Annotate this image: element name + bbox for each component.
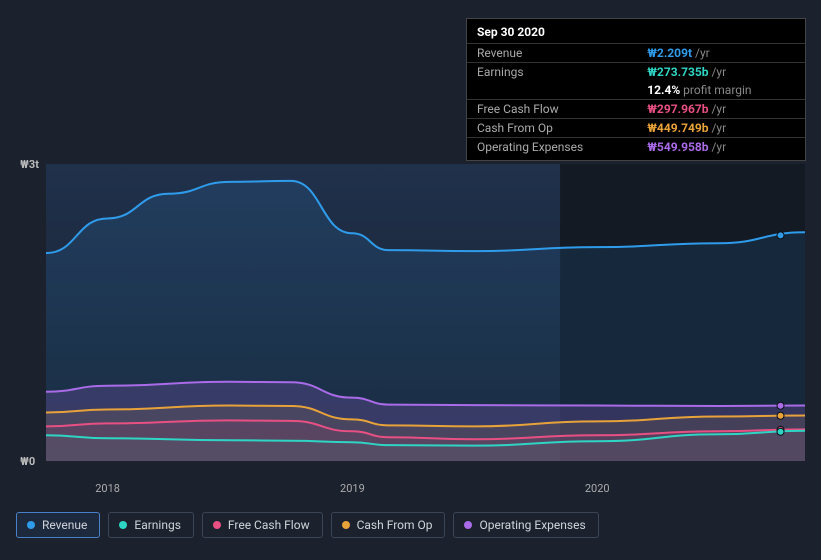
legend-swatch	[342, 521, 350, 529]
legend-item[interactable]: Operating Expenses	[453, 512, 598, 538]
legend-label: Free Cash Flow	[228, 518, 310, 532]
tooltip-row-value: ₩2.209t /yr	[637, 44, 805, 63]
financials-chart[interactable]: ₩3t ₩0	[16, 150, 805, 490]
chart-legend: Revenue Earnings Free Cash Flow Cash From O…	[16, 512, 599, 538]
chart-plot	[16, 150, 805, 475]
tooltip-subrow: 12.4% profit margin	[467, 81, 805, 100]
tooltip-row: Earnings₩273.735b /yr	[467, 63, 805, 82]
marker-dot	[777, 428, 784, 435]
x-axis: 2018 2019 2020	[16, 482, 805, 502]
legend-item[interactable]: Free Cash Flow	[202, 512, 323, 538]
tooltip-row-value: ₩297.967b /yr	[637, 100, 805, 119]
tooltip-table: Revenue₩2.209t /yrEarnings₩273.735b /yr1…	[467, 43, 805, 156]
data-tooltip: Sep 30 2020 Revenue₩2.209t /yrEarnings₩2…	[466, 18, 806, 161]
tooltip-row-label: Operating Expenses	[467, 138, 637, 157]
y-axis-label-top: ₩3t	[20, 158, 39, 171]
tooltip-row: Operating Expenses₩549.958b /yr	[467, 138, 805, 157]
tooltip-row-label: Revenue	[467, 44, 637, 63]
legend-label: Operating Expenses	[479, 518, 585, 532]
tooltip-row: Free Cash Flow₩297.967b /yr	[467, 100, 805, 119]
tooltip-row-value: ₩273.735b /yr	[637, 63, 805, 82]
tooltip-row-label: Earnings	[467, 63, 637, 82]
tooltip-row-value: ₩549.958b /yr	[637, 138, 805, 157]
legend-item[interactable]: Revenue	[16, 512, 100, 538]
tooltip-row: Revenue₩2.209t /yr	[467, 44, 805, 63]
legend-swatch	[213, 521, 221, 529]
marker-dot	[777, 412, 784, 419]
y-axis-label-bottom: ₩0	[20, 455, 35, 468]
legend-swatch	[119, 521, 127, 529]
tooltip-date: Sep 30 2020	[467, 23, 805, 43]
legend-swatch	[464, 521, 472, 529]
legend-label: Earnings	[134, 518, 181, 532]
tooltip-row-value: ₩449.749b /yr	[637, 119, 805, 138]
x-axis-tick: 2019	[340, 482, 365, 495]
legend-label: Cash From Op	[357, 518, 433, 532]
marker-dot	[777, 402, 784, 409]
marker-dot	[777, 232, 784, 239]
legend-label: Revenue	[42, 518, 87, 532]
tooltip-row-label: Cash From Op	[467, 119, 637, 138]
tooltip-row-label: Free Cash Flow	[467, 100, 637, 119]
legend-swatch	[27, 521, 35, 529]
legend-item[interactable]: Earnings	[108, 512, 194, 538]
x-axis-tick: 2018	[95, 482, 120, 495]
legend-item[interactable]: Cash From Op	[331, 512, 446, 538]
x-axis-tick: 2020	[585, 482, 610, 495]
tooltip-row: Cash From Op₩449.749b /yr	[467, 119, 805, 138]
